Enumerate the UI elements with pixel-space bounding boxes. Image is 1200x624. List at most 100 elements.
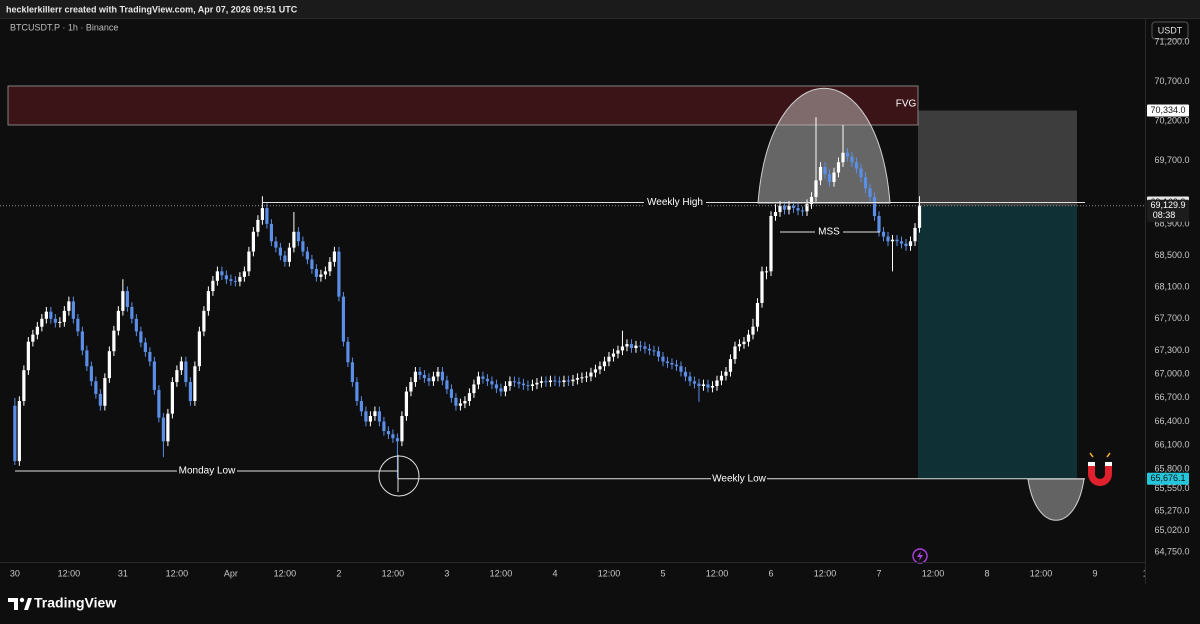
candle-body [382,421,386,432]
candle-body [157,389,161,418]
x-tick-label: 12:00 [706,568,729,578]
candle-body [548,380,553,383]
candle-body [274,241,278,248]
candle-body [908,241,913,247]
candle-body [26,341,30,371]
candle-body [647,348,652,351]
candle-body [904,243,908,247]
candle-body [211,280,215,292]
x-tick-label: 5 [660,568,665,578]
candle-body [665,361,670,364]
price-tag-bg [1147,199,1189,222]
candle-body [440,371,445,381]
candle-body [508,381,512,386]
candle-body [413,371,418,383]
candle-body [350,362,355,383]
candle-body [139,331,143,343]
candle-body [71,301,75,319]
candle-body [697,383,701,386]
candle-body [368,416,373,422]
x-tick-label: 12:00 [382,568,405,578]
candle-body [643,346,647,349]
candle-body [917,205,922,228]
candle-body [373,411,377,417]
candle-body [233,280,237,282]
candle-body [89,366,93,382]
candle-body [832,172,836,182]
candle-body [692,381,697,384]
candle-body [256,219,260,232]
currency-button[interactable] [1151,21,1189,40]
mss-label: MSS [818,227,840,238]
candle-body [679,366,683,372]
candle-body [557,381,562,383]
y-tick-label: 70,700.0 [1154,76,1189,86]
candle-body [292,231,296,248]
candle-body [584,376,589,378]
candle-body [607,356,611,362]
candle-body [98,393,102,406]
y-tick-label: 67,000.0 [1154,369,1189,379]
x-tick-label: 12:00 [1030,568,1053,578]
candle-body [751,326,755,335]
candle-body [404,391,409,417]
candle-body [742,341,746,345]
weekly-low-label-bg [711,472,767,485]
candle-body [913,227,917,242]
candle-body [530,384,535,386]
y-tick-label: 68,500.0 [1154,250,1189,260]
candle-body [422,374,427,379]
candle-body [431,376,436,382]
candle-body [481,376,485,379]
symbol-label: BTCUSDT.P · 1h · Binance [10,22,118,32]
candle-body [710,385,715,388]
footer [0,584,1200,624]
candle-body [467,393,472,402]
risk-zone [918,205,1077,479]
candle-body [58,321,62,323]
candle-body [332,251,337,262]
candle-body [625,344,629,347]
candle-body [899,241,904,244]
candle-body [661,356,665,362]
candle-body [778,205,782,213]
candle-body [436,371,440,377]
candle-body [458,403,463,406]
candle-body [787,205,791,210]
candle-body [526,385,530,387]
brand-name: TradingView [34,595,116,611]
candle-body [863,177,868,189]
candle-body [197,331,201,367]
y-tick-label: 68,900.0 [1154,218,1189,228]
bottom-arc [1027,478,1085,521]
candle-body [688,376,692,382]
candle-body [166,413,170,442]
candle-body [881,231,886,237]
candle-body [895,239,899,242]
mss-label-bg [815,226,843,238]
candle-body [44,311,48,319]
x-tick-label: 12:00 [58,568,81,578]
weekly-low-label: Weekly Low [712,473,767,484]
candle-body [94,381,98,394]
candle-body [107,351,111,379]
candle-body [400,416,404,442]
candle-body [719,375,724,381]
candle-body [814,180,818,198]
candle-body [175,370,179,383]
candle-body [818,166,823,181]
header-bar [0,0,1200,18]
candle-body [17,401,21,462]
candle-body [67,301,71,311]
candle-body [566,380,571,382]
candle-body [854,162,859,169]
candle-body [800,210,805,212]
candle-body [562,380,566,383]
candle-body [296,231,301,242]
currency-label[interactable]: USDT [1158,25,1183,35]
candle-body [512,381,517,383]
candle-body [445,380,449,390]
x-tick-label: 6 [768,568,773,578]
price-tag-label: 65,676.1 [1150,473,1185,483]
